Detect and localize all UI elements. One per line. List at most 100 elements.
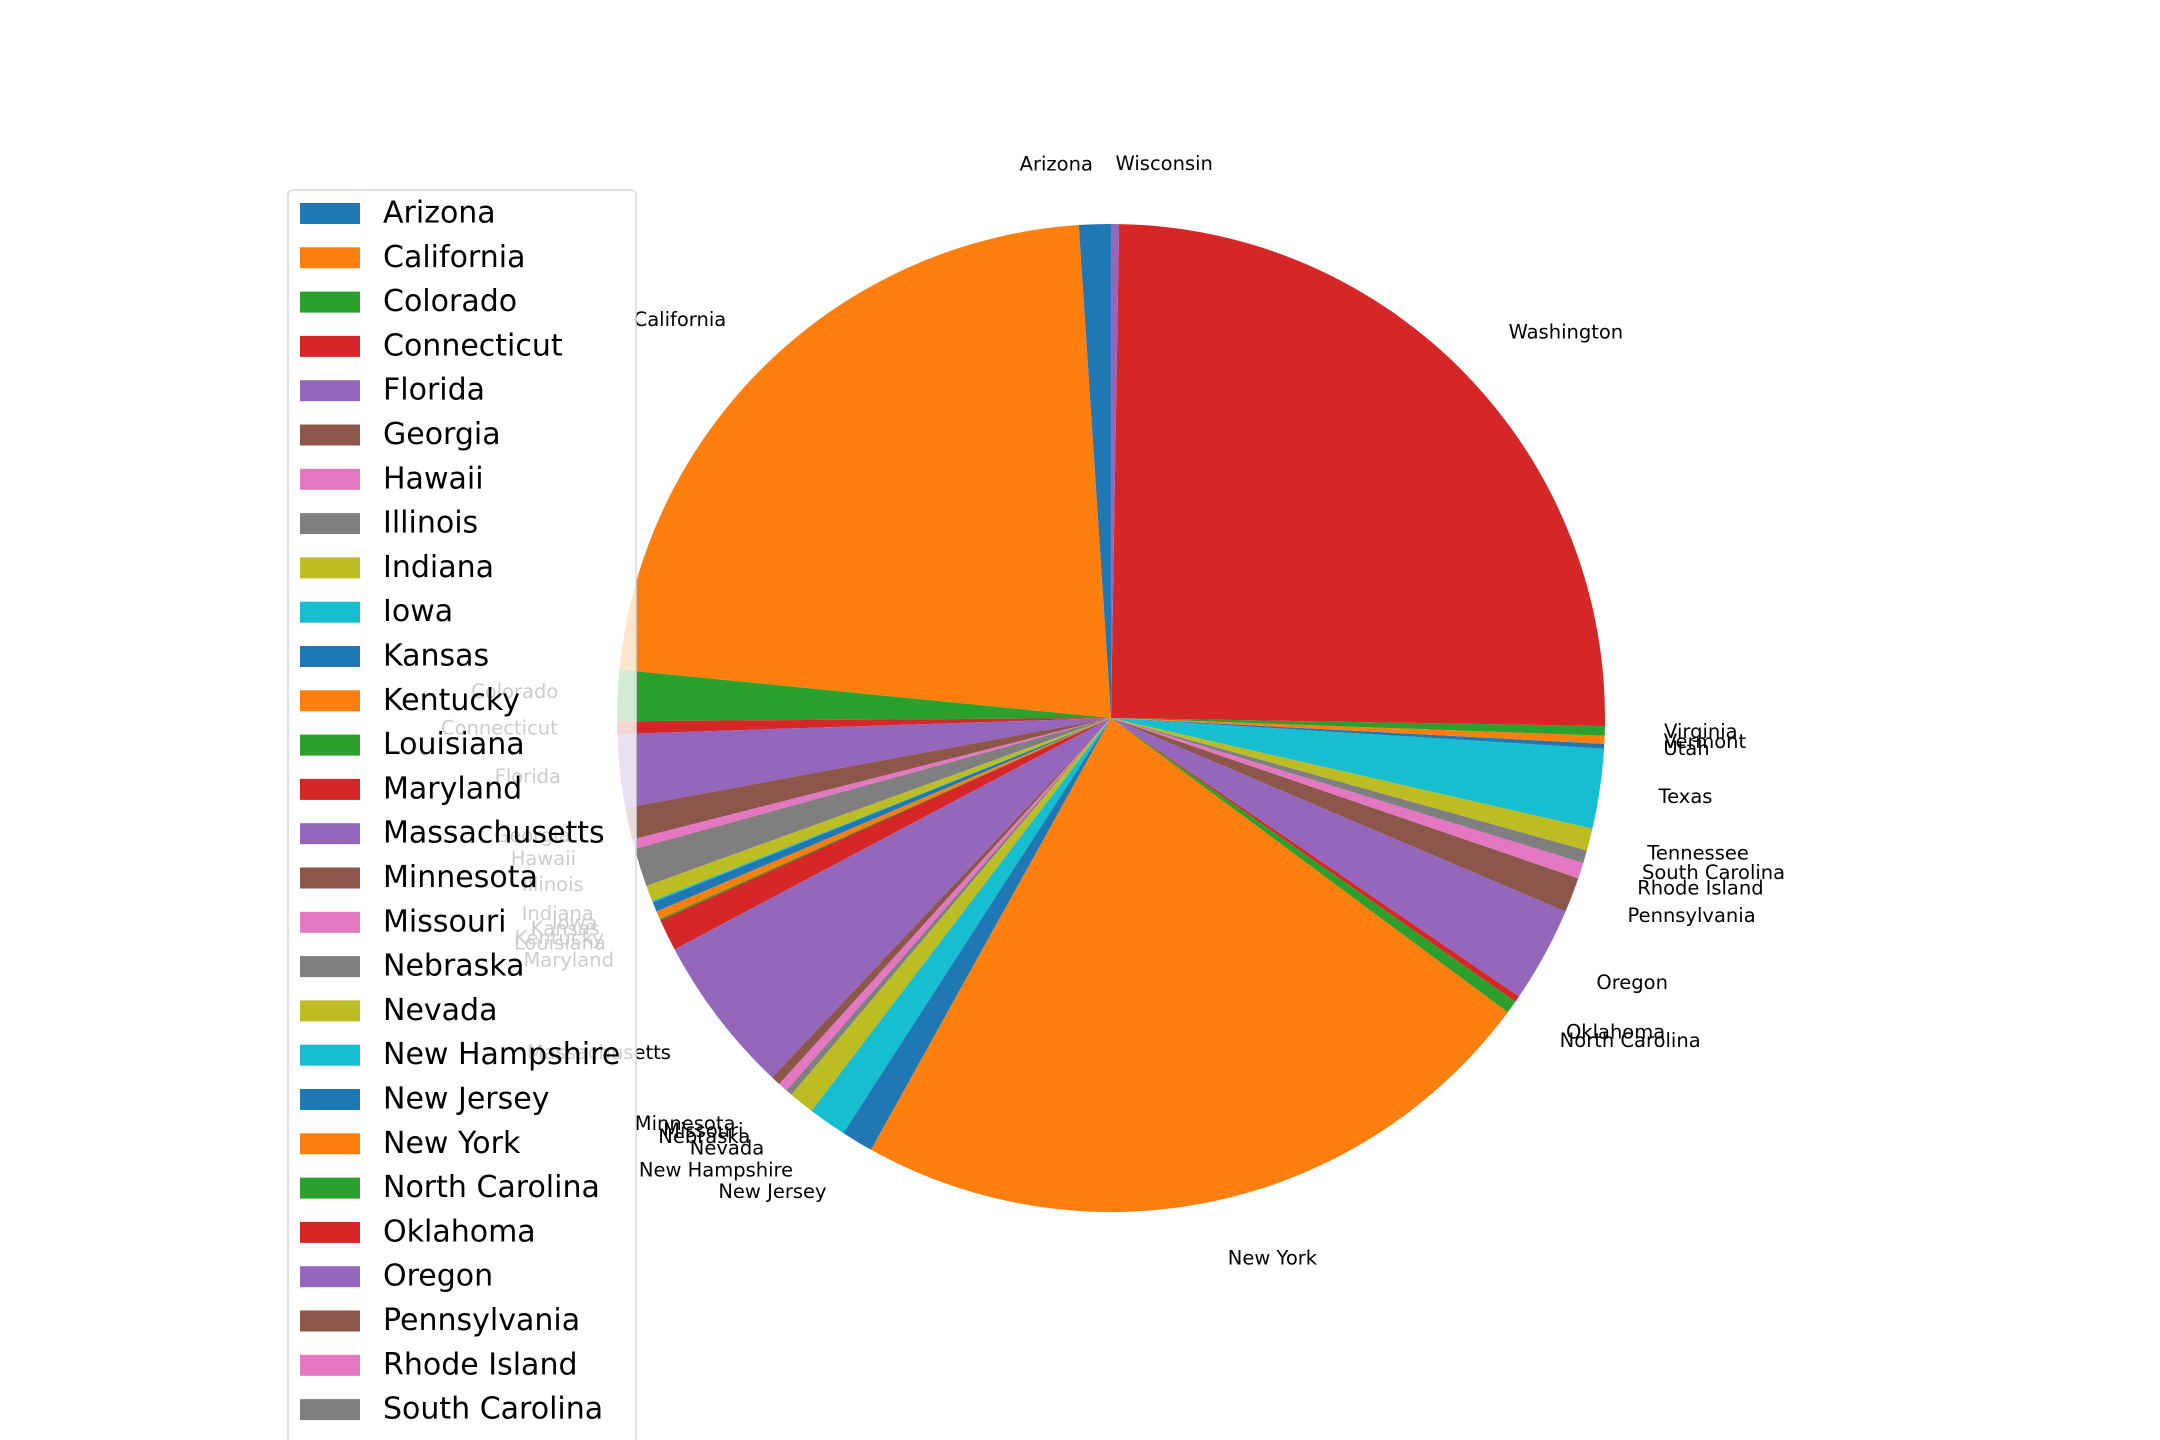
pie-slice-label-new-hampshire: New Hampshire bbox=[639, 1158, 793, 1181]
pie-slice-texas bbox=[1111, 718, 1605, 829]
legend-label-minnesota: Minnesota bbox=[383, 860, 538, 895]
pie-slice-wisconsin bbox=[1111, 224, 1120, 718]
pie-slice-virginia bbox=[1111, 718, 1605, 736]
pie-slice-new-hampshire bbox=[811, 718, 1111, 1134]
legend-label-arizona: Arizona bbox=[383, 196, 496, 231]
legend-swatch-kansas bbox=[300, 646, 360, 667]
legend-label-south-carolina: South Carolina bbox=[383, 1392, 603, 1427]
pie-slice-label-texas: Texas bbox=[1658, 785, 1713, 808]
legend-swatch-illinois bbox=[300, 513, 360, 535]
legend-swatch-new-york bbox=[300, 1133, 360, 1155]
legend-label-illinois: Illinois bbox=[383, 506, 478, 541]
legend-label-kansas: Kansas bbox=[383, 639, 489, 674]
legend-swatch-rhode-island bbox=[300, 1354, 360, 1376]
pie-slice-florida bbox=[617, 718, 1111, 809]
legend-label-new-york: New York bbox=[383, 1126, 521, 1161]
pie-slice-arizona bbox=[1078, 224, 1111, 718]
legend-swatch-iowa bbox=[300, 601, 360, 623]
legend-swatch-minnesota bbox=[300, 867, 360, 889]
pie-slice-label-wisconsin: Wisconsin bbox=[1116, 152, 1213, 175]
pie-slice-label-minnesota: Minnesota bbox=[635, 1112, 736, 1135]
legend-swatch-pennsylvania bbox=[300, 1310, 360, 1332]
pie-slice-label-washington: Washington bbox=[1509, 321, 1624, 344]
pie-slice-vermont bbox=[1111, 718, 1605, 744]
pie-slice-label-utah: Utah bbox=[1663, 737, 1709, 760]
legend-swatch-nebraska bbox=[300, 956, 360, 978]
legend-label-colorado: Colorado bbox=[383, 284, 517, 319]
pie-slice-colorado bbox=[616, 669, 1111, 722]
legend-label-florida: Florida bbox=[383, 373, 485, 408]
pie-slice-south-carolina bbox=[1111, 718, 1587, 863]
legend-swatch-massachusetts bbox=[300, 823, 360, 845]
pie-slice-illinois bbox=[634, 718, 1111, 886]
legend-label-louisiana: Louisiana bbox=[383, 727, 525, 762]
legend-label-oregon: Oregon bbox=[383, 1259, 493, 1294]
pie-slice-kentucky bbox=[656, 718, 1111, 919]
pie-slice-label-north-carolina: North Carolina bbox=[1560, 1029, 1701, 1052]
pie-slice-utah bbox=[1111, 718, 1605, 749]
pie-slice-label-oklahoma: Oklahoma bbox=[1566, 1020, 1665, 1043]
pie-slice-label-pennsylvania: Pennsylvania bbox=[1628, 904, 1756, 927]
pie-slice-nevada bbox=[791, 718, 1111, 1111]
legend-label-missouri: Missouri bbox=[383, 904, 507, 939]
pie-slice-minnesota bbox=[772, 718, 1111, 1085]
legend-swatch-maryland bbox=[300, 778, 360, 800]
legend: Arizona California Colorado Connecticut Flor… bbox=[287, 189, 637, 1440]
legend-swatch-missouri bbox=[300, 911, 360, 933]
legend-label-pennsylvania: Pennsylvania bbox=[383, 1303, 580, 1338]
pie-slices bbox=[616, 224, 1605, 1212]
pie-slice-label-missouri: Missouri bbox=[663, 1119, 743, 1142]
pie-slice-indiana bbox=[646, 718, 1111, 902]
legend-swatch-indiana bbox=[300, 557, 360, 579]
pie-slice-pennsylvania bbox=[1111, 718, 1579, 912]
pie-slice-maryland bbox=[660, 718, 1111, 950]
pie-slice-iowa bbox=[652, 718, 1111, 903]
legend-label-tennessee: Tennessee bbox=[382, 1436, 539, 1440]
legend-swatch-oregon bbox=[300, 1266, 360, 1288]
legend-label-california: California bbox=[383, 240, 525, 275]
legend-swatch-florida bbox=[300, 380, 360, 402]
pie-slice-tennessee bbox=[1111, 718, 1593, 851]
legend-swatch-louisiana bbox=[300, 734, 360, 756]
pie-slice-north-carolina bbox=[1111, 718, 1516, 1013]
legend-swatch-new-hampshire bbox=[300, 1044, 360, 1066]
pie-slice-label-nebraska: Nebraska bbox=[658, 1125, 750, 1148]
legend-label-oklahoma: Oklahoma bbox=[383, 1214, 536, 1249]
pie-slice-oklahoma bbox=[1111, 718, 1520, 1002]
pie-slice-rhode-island bbox=[1111, 718, 1584, 879]
pie-slice-oregon bbox=[1111, 718, 1566, 997]
legend-swatch-hawaii bbox=[300, 468, 360, 490]
legend-label-new-hampshire: New Hampshire bbox=[383, 1037, 620, 1072]
legend-label-indiana: Indiana bbox=[383, 550, 494, 585]
legend-label-rhode-island: Rhode Island bbox=[383, 1347, 578, 1382]
pie-slice-new-jersey bbox=[843, 718, 1111, 1150]
legend-label-massachusetts: Massachusetts bbox=[383, 816, 605, 851]
pie-slice-nebraska bbox=[786, 718, 1111, 1095]
legend-swatch-colorado bbox=[300, 291, 360, 313]
legend-label-iowa: Iowa bbox=[383, 594, 453, 629]
pie-slice-massachusetts bbox=[674, 718, 1111, 1078]
legend-swatch-california bbox=[300, 247, 360, 269]
legend-swatch-oklahoma bbox=[300, 1221, 360, 1243]
pie-slice-label-nevada: Nevada bbox=[690, 1137, 764, 1160]
pie-slice-georgia bbox=[625, 718, 1111, 840]
legend-label-georgia: Georgia bbox=[383, 417, 501, 452]
pie-slice-louisiana bbox=[659, 718, 1111, 921]
pie-slice-label-oregon: Oregon bbox=[1596, 971, 1668, 994]
pie-slice-label-south-carolina: South Carolina bbox=[1642, 861, 1785, 884]
legend-label-new-jersey: New Jersey bbox=[383, 1082, 549, 1117]
pie-slice-label-rhode-island: Rhode Island bbox=[1637, 876, 1763, 899]
legend-label-maryland: Maryland bbox=[383, 771, 522, 806]
legend-swatch-north-carolina bbox=[300, 1177, 360, 1199]
pie-slice-label-new-york: New York bbox=[1228, 1246, 1318, 1269]
legend-swatch-kentucky bbox=[300, 690, 360, 712]
legend-swatch-connecticut bbox=[300, 335, 360, 357]
legend-label-hawaii: Hawaii bbox=[383, 461, 484, 496]
pie-slice-connecticut bbox=[617, 718, 1111, 735]
pie-slice-missouri bbox=[779, 718, 1111, 1091]
legend-label-nevada: Nevada bbox=[383, 993, 497, 1028]
pie-slice-washington bbox=[1111, 224, 1605, 727]
pie-slice-label-california: California bbox=[634, 308, 727, 331]
pie-slice-california bbox=[619, 225, 1111, 719]
